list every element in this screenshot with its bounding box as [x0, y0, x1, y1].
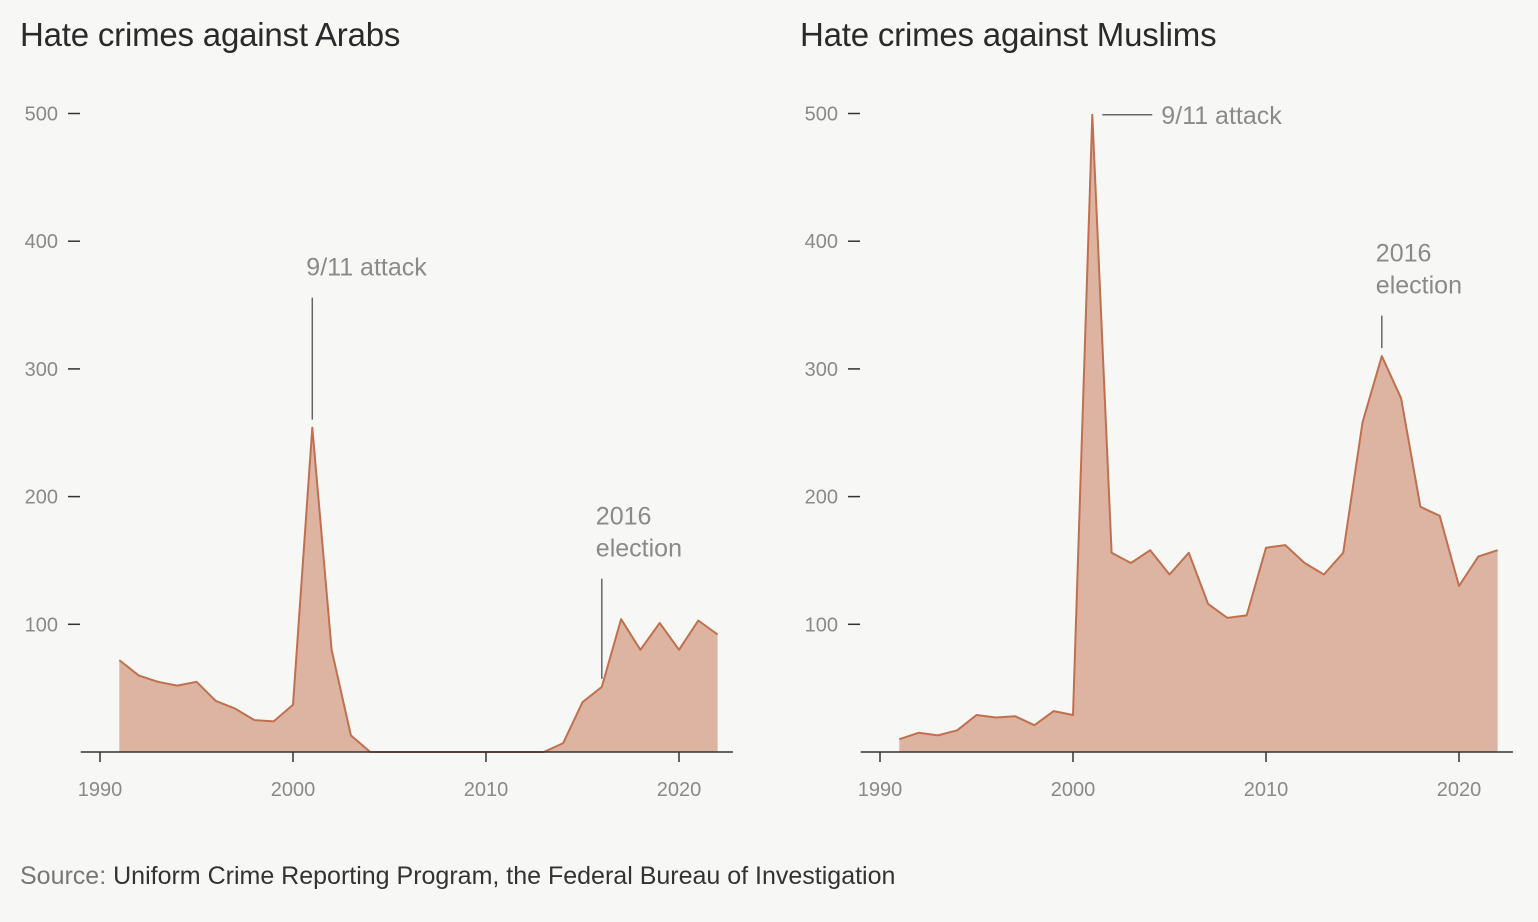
- area-fill-arabs: [119, 427, 718, 752]
- x-tick-label-muslims-2010: 2010: [1244, 779, 1289, 801]
- source-text: Uniform Crime Reporting Program, the Fed…: [106, 862, 896, 890]
- y-tick-label-arabs-200: 200: [25, 487, 58, 509]
- y-tick-label-muslims-100: 100: [805, 614, 838, 636]
- chart-title-arabs: Hate crimes against Arabs: [20, 16, 401, 53]
- y-tick-label-arabs-100: 100: [25, 614, 58, 636]
- annotation-muslims-2016-label-line-1: 2016: [1376, 240, 1432, 268]
- annotation-muslims-2016-label-line-2: election: [1376, 272, 1462, 300]
- x-tick-label-arabs-2000: 2000: [271, 779, 316, 801]
- x-tick-label-arabs-1990: 1990: [78, 779, 123, 801]
- chart-title-muslims: Hate crimes against Muslims: [800, 16, 1217, 53]
- area-line-muslims: [898, 113, 1498, 741]
- annotation-arabs-2016-label-line-2: election: [596, 535, 682, 563]
- source-note: Source: Uniform Crime Reporting Program,…: [20, 862, 895, 891]
- area-fill-muslims: [899, 114, 1498, 753]
- x-tick-label-muslims-1990: 1990: [858, 779, 903, 801]
- x-tick-label-muslims-2020: 2020: [1437, 779, 1482, 801]
- annotation-arabs-2016-label-line-1: 2016: [596, 503, 652, 531]
- y-tick-label-muslims-400: 400: [805, 231, 838, 253]
- y-tick-label-arabs-300: 300: [25, 359, 58, 381]
- y-tick-label-muslims-200: 200: [805, 487, 838, 509]
- x-tick-label-arabs-2010: 2010: [464, 779, 509, 801]
- y-tick-label-muslims-300: 300: [805, 359, 838, 381]
- y-tick-label-arabs-500: 500: [25, 104, 58, 126]
- annotation-muslims-2001-label: 9/11 attack: [1161, 102, 1282, 130]
- y-tick-label-muslims-500: 500: [805, 104, 838, 126]
- y-tick-label-arabs-400: 400: [25, 231, 58, 253]
- source-label: Source:: [20, 862, 107, 890]
- annotation-arabs-2001-label-line-1: 9/11 attack: [306, 254, 427, 282]
- x-tick-label-muslims-2000: 2000: [1051, 779, 1096, 801]
- x-tick-label-arabs-2020: 2020: [657, 779, 702, 801]
